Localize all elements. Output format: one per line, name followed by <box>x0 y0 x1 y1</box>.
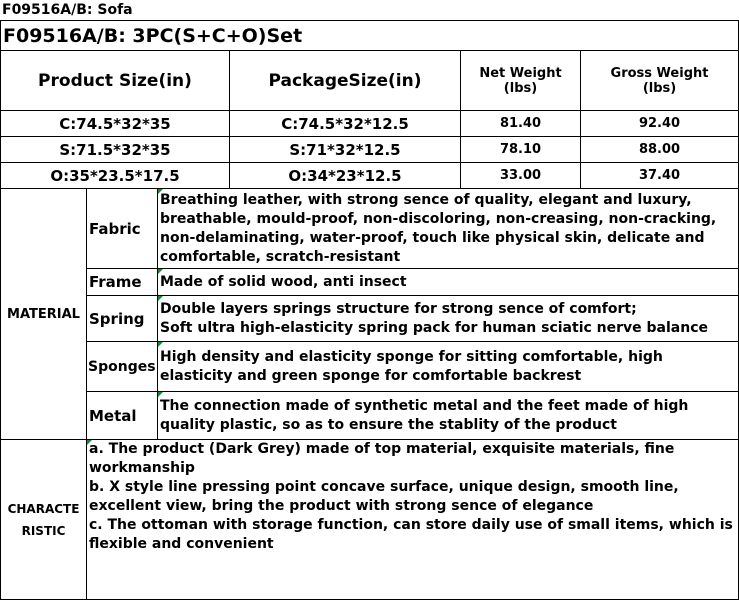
header-package-size: PackageSize(in) <box>229 50 461 111</box>
product-size: O:35*23.5*17.5 <box>0 162 230 189</box>
header-gross-weight: Gross Weight (lbs) <box>579 50 739 111</box>
spec-table: F09516A/B: 3PC(S+C+O)Set Product Size(in… <box>0 20 739 600</box>
table-row: O:35*23.5*17.5 O:34*23*12.5 33.00 37.40 <box>0 162 739 189</box>
page-title: F09516A/B: Sofa <box>2 2 133 18</box>
material-name: Spring <box>86 295 158 342</box>
header-net-weight: Net Weight (lbs) <box>460 50 581 111</box>
characteristic-label: CHARACTE RISTIC <box>0 439 87 600</box>
net-weight: 33.00 <box>460 162 581 189</box>
set-title: F09516A/B: 3PC(S+C+O)Set <box>0 20 739 51</box>
material-text: Double layers springs structure for stro… <box>156 295 739 342</box>
gross-weight: 37.40 <box>579 162 739 189</box>
package-size: C:74.5*32*12.5 <box>229 110 461 137</box>
material-name: Metal <box>86 391 158 440</box>
net-weight: 78.10 <box>460 136 581 163</box>
product-size: S:71.5*32*35 <box>0 136 230 163</box>
material-text: Breathing leather, with strong sence of … <box>156 188 739 269</box>
package-size: O:34*23*12.5 <box>229 162 461 189</box>
material-name: Fabric <box>86 188 158 269</box>
gross-weight: 92.40 <box>579 110 739 137</box>
product-size: C:74.5*32*35 <box>0 110 230 137</box>
table-row: C:74.5*32*35 C:74.5*32*12.5 81.40 92.40 <box>0 110 739 137</box>
material-name: Frame <box>86 268 158 296</box>
header-product-size: Product Size(in) <box>0 50 230 111</box>
material-text: High density and elasticity sponge for s… <box>156 341 739 392</box>
material-text: Made of solid wood, anti insect <box>156 268 739 296</box>
net-weight: 81.40 <box>460 110 581 137</box>
material-name: Sponges <box>86 341 158 392</box>
table-row: S:71.5*32*35 S:71*32*12.5 78.10 88.00 <box>0 136 739 163</box>
package-size: S:71*32*12.5 <box>229 136 461 163</box>
material-label: MATERIAL <box>0 188 87 440</box>
material-text: The connection made of synthetic metal a… <box>156 391 739 440</box>
characteristic-text: a. The product (Dark Grey) made of top m… <box>85 439 739 600</box>
gross-weight: 88.00 <box>579 136 739 163</box>
